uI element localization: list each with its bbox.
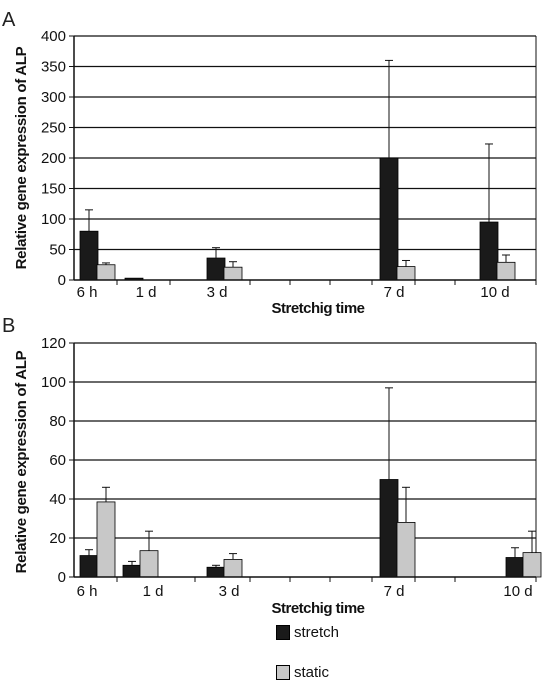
y-tick-label: 200 <box>41 150 66 167</box>
bar-stretch-3 <box>379 479 399 578</box>
x-tick-label: 3 d <box>207 284 228 301</box>
x-axis-title: Stretchig time <box>271 300 364 317</box>
y-tick-label: 120 <box>41 335 66 352</box>
panel-label-a: A <box>2 9 16 31</box>
x-tick-label: 6 h <box>77 583 98 600</box>
bar-static-4 <box>522 552 542 578</box>
x-tick-label: 3 d <box>219 583 240 600</box>
bar-stretch-3 <box>379 157 399 281</box>
y-tick-label: 150 <box>41 181 66 198</box>
y-tick-label: 100 <box>41 374 66 391</box>
y-axis-title: Relative gene expression of ALP <box>13 350 30 573</box>
bar-static-3 <box>396 266 416 281</box>
legend-swatch-static <box>276 665 290 680</box>
y-tick-label: 100 <box>41 211 66 228</box>
y-tick-label: 80 <box>49 413 66 430</box>
x-tick-label: 10 d <box>480 284 509 301</box>
bar-static-3 <box>396 522 416 578</box>
panel-label-b: B <box>2 315 15 337</box>
y-tick-label: 300 <box>41 89 66 106</box>
legend-label-static: static <box>294 664 330 681</box>
bar-stretch-0 <box>79 230 99 281</box>
bar-static-2 <box>223 266 243 281</box>
y-tick-label: 20 <box>49 530 66 547</box>
x-tick-label: 1 d <box>143 583 164 600</box>
bar-stretch-2 <box>206 566 226 578</box>
y-tick-label: 350 <box>41 59 66 76</box>
x-axis-title: Stretchig time <box>271 600 364 617</box>
x-tick-label: 7 d <box>384 284 405 301</box>
bar-static-1 <box>139 550 159 578</box>
bar-stretch-1 <box>122 564 142 578</box>
y-tick-label: 0 <box>58 272 66 289</box>
chart-panel-b: B 0 20 40 60 80 100 120 6 h 1 d 3 d 7 d 10 d Stretch… <box>2 315 542 617</box>
bar-static-4 <box>496 261 516 281</box>
x-tick-label: 1 d <box>136 284 157 301</box>
y-tick-label: 250 <box>41 120 66 137</box>
bar-stretch-0 <box>79 555 99 578</box>
y-tick-label: 400 <box>41 28 66 45</box>
y-tick-label: 60 <box>49 452 66 469</box>
x-tick-label: 10 d <box>503 583 532 600</box>
bar-stretch-2 <box>206 257 226 281</box>
legend-swatch-stretch <box>276 625 290 640</box>
legend-item-stretch: stretch <box>276 624 339 641</box>
bar-stretch-4 <box>505 557 525 578</box>
legend-item-static: static <box>276 664 329 681</box>
bar-static-2 <box>223 559 243 578</box>
chart-panel-a: A 0 50 100 150 200 250 300 350 400 6 h 1 d 3 d 7 d 10… <box>2 9 537 317</box>
y-axis-title: Relative gene expression of ALP <box>13 46 30 269</box>
y-tick-label: 0 <box>58 569 66 586</box>
bar-static-0 <box>96 264 116 281</box>
legend-label-stretch: stretch <box>294 624 340 641</box>
x-tick-label: 7 d <box>384 583 405 600</box>
bar-static-0 <box>96 501 116 578</box>
y-tick-label: 40 <box>49 491 66 508</box>
y-tick-label: 50 <box>49 242 66 259</box>
bar-stretch-4 <box>479 221 499 281</box>
x-tick-label: 6 h <box>77 284 98 301</box>
